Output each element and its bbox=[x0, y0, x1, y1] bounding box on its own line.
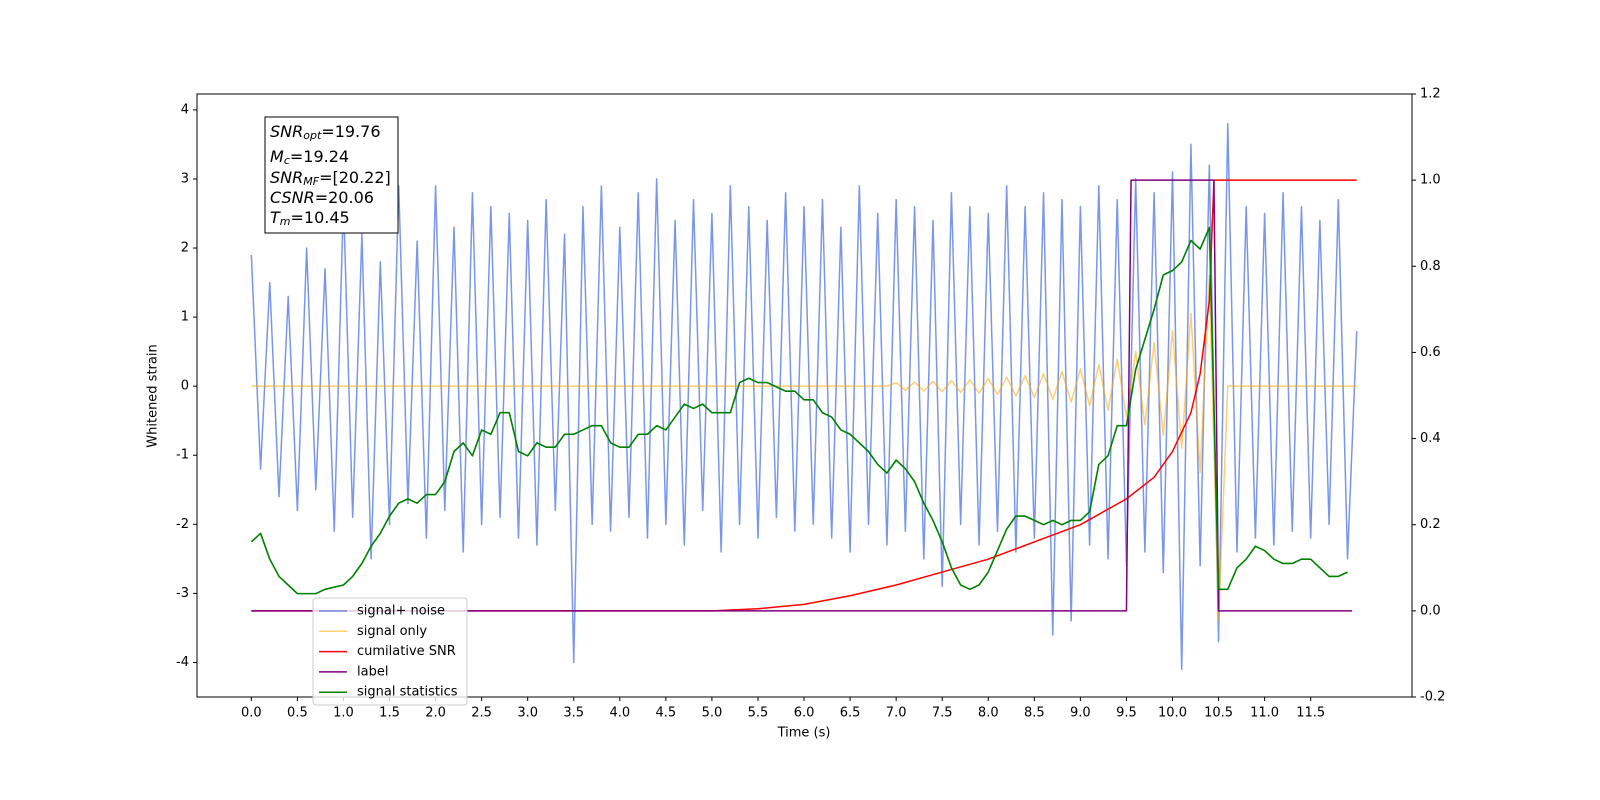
y-tick-label: 3 bbox=[181, 171, 189, 186]
x-tick-label: 11.5 bbox=[1296, 706, 1325, 721]
legend-label: signal only bbox=[357, 624, 427, 639]
annotation-text: Mc=19.24 bbox=[270, 147, 349, 168]
y2-tick-label: 0.0 bbox=[1420, 603, 1441, 618]
y-tick-label: 2 bbox=[181, 241, 189, 256]
annotation-value: =10.45 bbox=[291, 208, 350, 227]
legend-label: label bbox=[357, 664, 388, 679]
annotation-text: SNRopt=19.76 bbox=[270, 122, 381, 143]
annotation: SNRopt=19.76Mc=19.24SNRMF=[20.22]CSNR=20… bbox=[264, 116, 399, 234]
x-tick-label: 8.0 bbox=[978, 706, 999, 721]
legend-label: signal+ noise bbox=[357, 604, 445, 619]
annotation-symbol: M bbox=[270, 147, 284, 166]
y-axis-label: Whitened strain bbox=[146, 344, 161, 447]
x-tick-label: 4.5 bbox=[656, 706, 677, 721]
annotation-value: =19.76 bbox=[321, 122, 380, 141]
x-tick-label: 2.5 bbox=[471, 706, 492, 721]
x-tick-label: 3.0 bbox=[517, 706, 538, 721]
series-line bbox=[250, 122, 1358, 671]
annotation-text: CSNR=20.06 bbox=[270, 188, 374, 207]
y2-tick-label: 1.2 bbox=[1420, 87, 1441, 102]
annotation-value: =20.06 bbox=[315, 188, 374, 207]
x-tick-label: 7.5 bbox=[932, 706, 953, 721]
y2-tick-label: 0.2 bbox=[1420, 517, 1441, 532]
legend: signal+ noise signal only cumilative SNR la… bbox=[312, 597, 468, 706]
y2-tick-label: 1.0 bbox=[1420, 173, 1441, 188]
y-tick-label: -2 bbox=[176, 517, 189, 532]
x-tick-label: 7.0 bbox=[886, 706, 907, 721]
annotation-symbol: T bbox=[270, 208, 281, 227]
x-tick-label: 0.5 bbox=[287, 706, 308, 721]
y-tick-label: 0 bbox=[181, 379, 189, 394]
annotation-value: =19.24 bbox=[290, 147, 349, 166]
legend-label: cumilative SNR bbox=[357, 644, 456, 659]
series-line bbox=[250, 226, 1348, 595]
y-tick-label: 1 bbox=[181, 310, 189, 325]
annotation-symbol: CSNR bbox=[270, 188, 315, 207]
y2-tick-label: 0.4 bbox=[1420, 431, 1441, 446]
x-tick-label: 1.0 bbox=[333, 706, 354, 721]
x-tick-label: 6.0 bbox=[794, 706, 815, 721]
x-tick-label: 4.0 bbox=[609, 706, 630, 721]
plot-area bbox=[250, 122, 1358, 671]
x-tick-label: 10.5 bbox=[1204, 706, 1233, 721]
x-tick-label: 10.0 bbox=[1158, 706, 1187, 721]
x-tick-label: 2.0 bbox=[425, 706, 446, 721]
legend-label: signal statistics bbox=[357, 685, 458, 700]
y-tick-label: 4 bbox=[181, 102, 189, 117]
x-tick-label: 5.0 bbox=[702, 706, 723, 721]
x-tick-label: 3.5 bbox=[563, 706, 584, 721]
x-tick-label: 8.5 bbox=[1024, 706, 1045, 721]
x-tick-label: 6.5 bbox=[840, 706, 861, 721]
x-tick-label: 9.5 bbox=[1116, 706, 1137, 721]
x-tick-label: 1.5 bbox=[379, 706, 400, 721]
annotation-text: SNRMF=[20.22] bbox=[270, 168, 391, 189]
annotation-text: Tm=10.45 bbox=[270, 208, 350, 229]
x-tick-label: 5.5 bbox=[748, 706, 769, 721]
y-tick-label: -3 bbox=[176, 586, 189, 601]
x-tick-label: 11.0 bbox=[1250, 706, 1279, 721]
y2-tick-label: 0.6 bbox=[1420, 345, 1441, 360]
series-line bbox=[251, 179, 1357, 612]
y-tick-label: -4 bbox=[176, 655, 189, 670]
annotation-symbol: SNR bbox=[270, 168, 303, 187]
x-tick-label: 0.0 bbox=[241, 706, 262, 721]
series-line bbox=[251, 274, 1357, 622]
annotation-subscript: opt bbox=[303, 129, 322, 142]
legend-box bbox=[312, 597, 468, 706]
annotation-box bbox=[264, 116, 399, 234]
annotation-subscript: m bbox=[280, 215, 291, 228]
x-axis-label: Time (s) bbox=[777, 726, 831, 741]
x-tick-label: 9.0 bbox=[1070, 706, 1091, 721]
y-tick-label: -1 bbox=[176, 448, 189, 463]
series-line bbox=[251, 179, 1353, 612]
annotation-subscript: c bbox=[284, 154, 290, 167]
annotation-subscript: MF bbox=[303, 175, 319, 188]
annotation-symbol: SNR bbox=[270, 122, 303, 141]
annotation-value: =[20.22] bbox=[319, 168, 391, 187]
y2-tick-label: -0.2 bbox=[1420, 690, 1445, 705]
y2-tick-label: 0.8 bbox=[1420, 259, 1441, 274]
